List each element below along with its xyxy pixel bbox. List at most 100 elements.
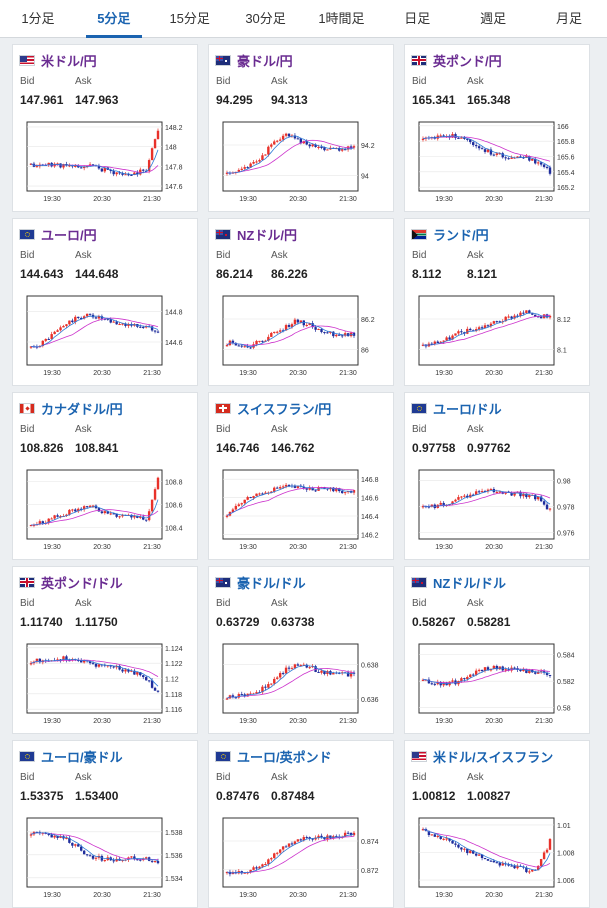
candle-body [507, 316, 510, 318]
pair-name[interactable]: 英ポンド/ドル [41, 575, 123, 591]
rate-card[interactable]: 英ポンド/ドル Bid Ask 1.11740 1.11750 1.124 1.122 1.1… [12, 566, 198, 734]
pair-name[interactable]: 豪ドル/円 [237, 53, 293, 69]
rate-card[interactable]: カナダドル/円 Bid Ask 108.826 108.841 108.8 108.6 108… [12, 392, 198, 560]
chart-frame [222, 121, 359, 192]
pair-name[interactable]: ユーロ/豪ドル [41, 749, 123, 765]
chart-frame [222, 817, 359, 888]
candle-body [130, 514, 133, 518]
ask-value: 86.226 [271, 267, 308, 281]
bid-value: 94.295 [216, 93, 253, 107]
pair-name[interactable]: スイスフラン/円 [237, 401, 332, 417]
candle-body [258, 160, 261, 162]
pair-name[interactable]: カナダドル/円 [41, 401, 123, 417]
candle-body [103, 511, 107, 514]
candle-body [548, 839, 552, 850]
candle-body [542, 852, 546, 860]
candle-body [270, 683, 273, 685]
pair-name[interactable]: ユーロ/ドル [433, 401, 502, 417]
tab-7[interactable]: 月足 [556, 11, 583, 26]
candle-body [112, 321, 115, 323]
candle-body [427, 506, 431, 508]
rate-card[interactable]: ユーロ/円 Bid Ask 144.643 144.648 144.8 144.6 19:30… [12, 218, 198, 386]
candle-body [492, 154, 496, 156]
ask-value: 146.762 [271, 441, 315, 455]
tab-1[interactable]: 5分足 [76, 0, 152, 38]
candle-body [290, 843, 294, 845]
rate-card[interactable]: スイスフラン/円 Bid Ask 146.746 146.762 146.8 146.6 14… [208, 392, 394, 560]
candle-body [82, 316, 86, 319]
pair-name[interactable]: NZドル/ドル [433, 575, 506, 591]
candle-body [480, 669, 484, 672]
candle-body [477, 491, 481, 493]
candle-body [59, 163, 62, 168]
rate-card[interactable]: ユーロ/英ポンド Bid Ask 0.87476 0.87484 0.874 0.872 19… [208, 740, 394, 908]
rate-card[interactable]: 英ポンド/円 Bid Ask 165.341 165.348 166 165.8 165.6 1… [404, 44, 590, 212]
candle-body [492, 665, 496, 669]
candle-body [115, 513, 118, 517]
y-tick-label: 165.4 [557, 170, 575, 177]
ask-value: 0.97762 [467, 441, 511, 455]
pair-name[interactable]: 豪ドル/ドル [237, 575, 306, 591]
tab-3[interactable]: 30分足 [245, 11, 286, 26]
candle-body [460, 847, 463, 850]
tab-6[interactable]: 週足 [480, 11, 507, 26]
candle-body [56, 330, 59, 332]
candle-body [103, 860, 107, 862]
candle-body [234, 697, 238, 699]
candle-body [290, 668, 294, 670]
rate-card[interactable]: NZドル/ドル Bid Ask 0.58267 0.58281 0.584 0.582 0.5… [404, 566, 590, 734]
rate-card[interactable]: 豪ドル/円 Bid Ask 94.295 94.313 94.2 94 19:30 20:30 2… [208, 44, 394, 212]
candle-body [80, 660, 83, 663]
pair-name[interactable]: 米ドル/円 [41, 53, 97, 69]
candle-body [489, 323, 493, 327]
candle-body [534, 314, 537, 317]
candle-body [71, 842, 74, 846]
pair-name[interactable]: NZドル/円 [237, 227, 297, 243]
rate-card[interactable]: 豪ドル/ドル Bid Ask 0.63729 0.63738 0.638 0.636 19:3… [208, 566, 394, 734]
candle-body [542, 671, 546, 673]
card-header: カナダドル/円 [19, 399, 123, 417]
candle-body [74, 316, 77, 323]
tab-2[interactable]: 15分足 [169, 11, 210, 26]
candle-body [88, 505, 92, 507]
candle-body [276, 852, 279, 854]
pair-name[interactable]: 英ポンド/円 [433, 53, 502, 69]
rate-card[interactable]: 米ドル/スイスフラン Bid Ask 1.00812 1.00827 1.01 1.008 1… [404, 740, 590, 908]
rate-card[interactable]: ランド/円 Bid Ask 8.112 8.121 8.12 8.1 19:30 20:30 21… [404, 218, 590, 386]
y-tick-label: 166 [557, 124, 569, 131]
y-tick-label: 1.536 [165, 853, 183, 860]
candle-body [510, 316, 513, 319]
tab-5[interactable]: 日足 [404, 11, 431, 26]
candle-body [133, 515, 136, 518]
candle-body [445, 838, 448, 840]
candle-body [91, 663, 95, 665]
candle-body [338, 147, 341, 151]
ma-line-long [422, 136, 551, 162]
pair-name[interactable]: 米ドル/スイスフラン [433, 749, 554, 765]
candle-body [539, 859, 543, 866]
rate-card[interactable]: ユーロ/ドル Bid Ask 0.97758 0.97762 0.98 0.978 0.976… [404, 392, 590, 560]
y-tick-label: 147.8 [165, 164, 183, 171]
pair-name[interactable]: ユーロ/円 [41, 227, 97, 243]
candle-body [427, 679, 431, 684]
candle-body [118, 172, 121, 174]
rate-card[interactable]: ユーロ/豪ドル Bid Ask 1.53375 1.53400 1.538 1.536 1.5… [12, 740, 198, 908]
candle-body [314, 490, 317, 492]
mini-chart: 94.2 94 19:30 20:30 21:30 [222, 121, 375, 203]
x-tick-label: 20:30 [485, 196, 503, 203]
candle-body [323, 332, 326, 334]
x-tick-label: 19:30 [435, 370, 453, 377]
candle-body [133, 172, 136, 176]
rate-card[interactable]: NZドル/円 Bid Ask 86.214 86.226 86.2 86 19:30 20:30… [208, 218, 394, 386]
pair-name[interactable]: ユーロ/英ポンド [237, 749, 332, 765]
tab-0[interactable]: 1分足 [21, 11, 55, 26]
pair-name[interactable]: ランド/円 [433, 227, 489, 243]
candle-body [504, 157, 507, 159]
candle-body [528, 495, 531, 498]
rate-card[interactable]: 米ドル/円 Bid Ask 147.961 147.963 148.2 148 147.8 14… [12, 44, 198, 212]
tab-4[interactable]: 1時間足 [318, 11, 365, 26]
candle-body [65, 514, 68, 517]
mini-chart: 0.874 0.872 19:30 20:30 21:30 [222, 817, 379, 899]
candle-body [495, 491, 499, 493]
candle-body [47, 338, 50, 340]
